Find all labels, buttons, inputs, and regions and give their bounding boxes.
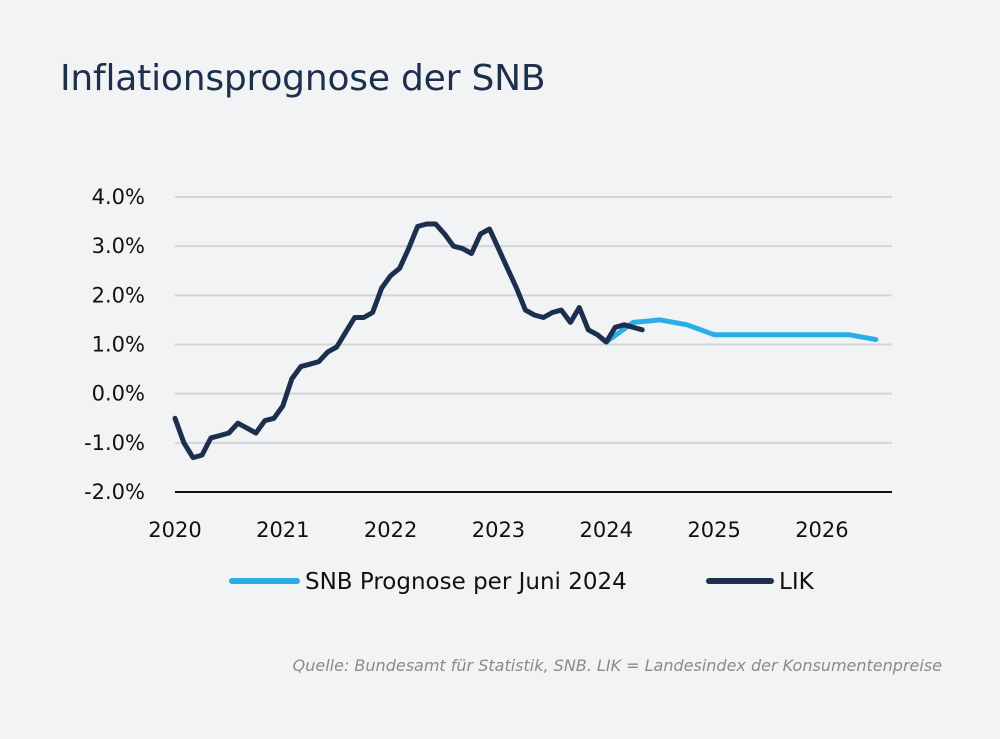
y-tick-label: -2.0% bbox=[84, 480, 145, 504]
grid-lines bbox=[175, 196, 892, 493]
legend-item-lik-label: LIK bbox=[779, 569, 815, 595]
source-note: Quelle: Bundesamt für Statistik, SNB. LI… bbox=[292, 656, 942, 675]
series-line-lik bbox=[172, 221, 645, 461]
x-tick-label: 2021 bbox=[256, 518, 309, 542]
series-line-snb-prognose bbox=[603, 317, 879, 345]
series-lines bbox=[172, 221, 879, 461]
legend-item-snb-prognose-label: SNB Prognose per Juni 2024 bbox=[305, 569, 627, 595]
x-tick-label: 2022 bbox=[364, 518, 417, 542]
y-tick-label: 0.0% bbox=[92, 382, 145, 406]
chart-title: Inflationsprognose der SNB bbox=[60, 58, 546, 99]
legend: SNB Prognose per Juni 2024 LIK bbox=[229, 569, 815, 595]
y-tick-label: 4.0% bbox=[92, 185, 145, 209]
y-tick-label: 1.0% bbox=[92, 333, 145, 357]
y-tick-label: 3.0% bbox=[92, 234, 145, 258]
y-axis-tick-labels: -2.0% -1.0% 0.0% 1.0% 2.0% 3.0% 4.0% bbox=[84, 185, 145, 504]
x-tick-label: 2024 bbox=[580, 518, 633, 542]
x-axis-tick-labels: 2020 2021 2022 2023 2024 2025 2026 bbox=[148, 518, 848, 542]
y-tick-label: 2.0% bbox=[92, 283, 145, 307]
y-tick-label: -1.0% bbox=[84, 431, 145, 455]
x-tick-label: 2026 bbox=[795, 518, 848, 542]
x-tick-label: 2020 bbox=[148, 518, 201, 542]
x-tick-label: 2025 bbox=[687, 518, 740, 542]
x-tick-label: 2023 bbox=[472, 518, 525, 542]
